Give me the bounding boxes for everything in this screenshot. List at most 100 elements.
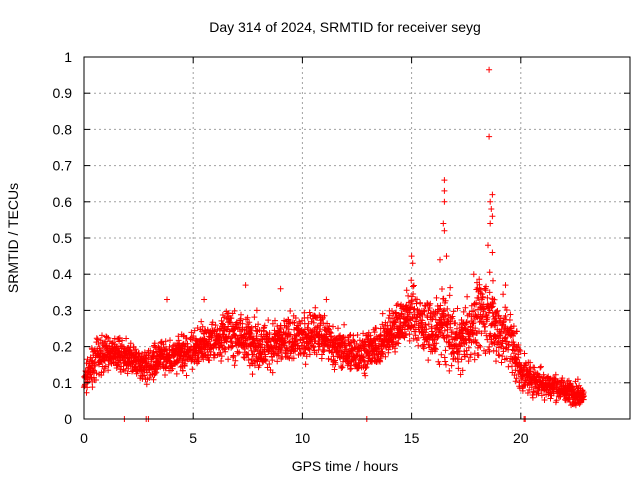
data-point xyxy=(285,326,292,333)
data-point xyxy=(513,328,520,335)
data-point xyxy=(95,341,102,347)
data-point xyxy=(218,317,225,324)
data-point xyxy=(471,356,478,363)
y-tick-label: 0.6 xyxy=(53,194,73,210)
data-point xyxy=(503,355,510,362)
data-point xyxy=(148,358,155,365)
data-point xyxy=(515,342,522,348)
data-point xyxy=(261,322,268,329)
data-point xyxy=(353,340,360,347)
data-point xyxy=(419,317,426,324)
spike-point xyxy=(408,253,415,260)
data-point xyxy=(301,349,308,356)
data-point xyxy=(576,382,583,389)
data-point xyxy=(285,354,292,361)
data-point xyxy=(305,320,312,327)
data-point xyxy=(230,353,237,360)
data-point xyxy=(362,365,369,372)
data-point xyxy=(319,351,325,358)
data-point xyxy=(228,315,235,322)
data-point xyxy=(285,330,291,337)
data-point xyxy=(231,307,238,314)
data-point xyxy=(529,394,536,401)
y-tick-label: 0.3 xyxy=(53,302,73,318)
data-point xyxy=(530,388,537,395)
data-point xyxy=(535,390,542,397)
data-point xyxy=(426,341,433,348)
data-point xyxy=(443,361,449,368)
y-tick-label: 0.7 xyxy=(53,158,73,174)
data-point xyxy=(432,345,438,352)
data-point xyxy=(191,327,198,334)
x-tick-label: 0 xyxy=(80,430,88,446)
data-point xyxy=(256,340,263,347)
data-point xyxy=(479,313,486,320)
y-tick-label: 0.8 xyxy=(53,121,73,137)
data-point xyxy=(439,286,445,292)
data-point xyxy=(225,356,232,363)
y-tick-label: 0.5 xyxy=(53,230,73,246)
data-point xyxy=(331,366,338,373)
spike-point xyxy=(489,213,496,220)
data-point xyxy=(240,354,247,361)
data-point xyxy=(303,353,310,360)
chart-title: Day 314 of 2024, SRMTID for receiver sey… xyxy=(209,19,481,35)
data-point xyxy=(426,305,433,311)
data-point xyxy=(502,304,509,311)
data-point xyxy=(411,305,418,312)
data-point xyxy=(143,381,150,388)
data-point xyxy=(478,330,485,337)
data-point xyxy=(231,326,238,333)
data-point xyxy=(470,331,477,338)
data-point xyxy=(465,344,472,351)
x-tick-label: 15 xyxy=(404,430,420,446)
data-point xyxy=(239,320,246,327)
data-point xyxy=(440,308,447,315)
data-point xyxy=(415,342,422,349)
data-point xyxy=(444,305,451,312)
data-point xyxy=(115,335,122,342)
data-point xyxy=(538,363,544,370)
data-point xyxy=(559,375,566,382)
data-point xyxy=(206,338,213,345)
data-point xyxy=(325,356,332,362)
data-point xyxy=(470,320,477,326)
data-point xyxy=(432,346,439,353)
spike-point xyxy=(437,256,443,263)
data-point xyxy=(123,335,130,342)
data-point xyxy=(167,337,173,344)
data-point xyxy=(511,350,517,357)
data-point xyxy=(310,344,317,351)
data-point xyxy=(497,329,504,336)
data-point xyxy=(497,315,504,322)
data-point xyxy=(446,292,453,299)
data-point xyxy=(495,351,502,358)
data-point xyxy=(425,321,432,328)
data-point xyxy=(220,321,227,328)
data-point xyxy=(496,352,503,359)
data-point xyxy=(499,353,506,360)
data-point xyxy=(183,372,190,379)
y-tick-label: 0.1 xyxy=(53,375,73,391)
data-point xyxy=(326,323,333,329)
data-point xyxy=(248,327,255,334)
data-point xyxy=(512,378,519,385)
data-point xyxy=(417,300,424,307)
data-point xyxy=(189,336,195,343)
data-point xyxy=(521,350,528,357)
data-point xyxy=(272,343,279,350)
data-point xyxy=(395,340,402,347)
data-point xyxy=(480,320,487,327)
data-point xyxy=(408,293,415,300)
data-point xyxy=(454,355,461,362)
data-point xyxy=(435,333,442,340)
data-point xyxy=(371,329,378,336)
data-point xyxy=(393,302,400,309)
data-point xyxy=(509,363,515,370)
data-point xyxy=(386,312,393,319)
data-point xyxy=(490,300,497,307)
data-point xyxy=(211,327,218,334)
data-point xyxy=(524,390,531,396)
data-point xyxy=(434,334,441,341)
